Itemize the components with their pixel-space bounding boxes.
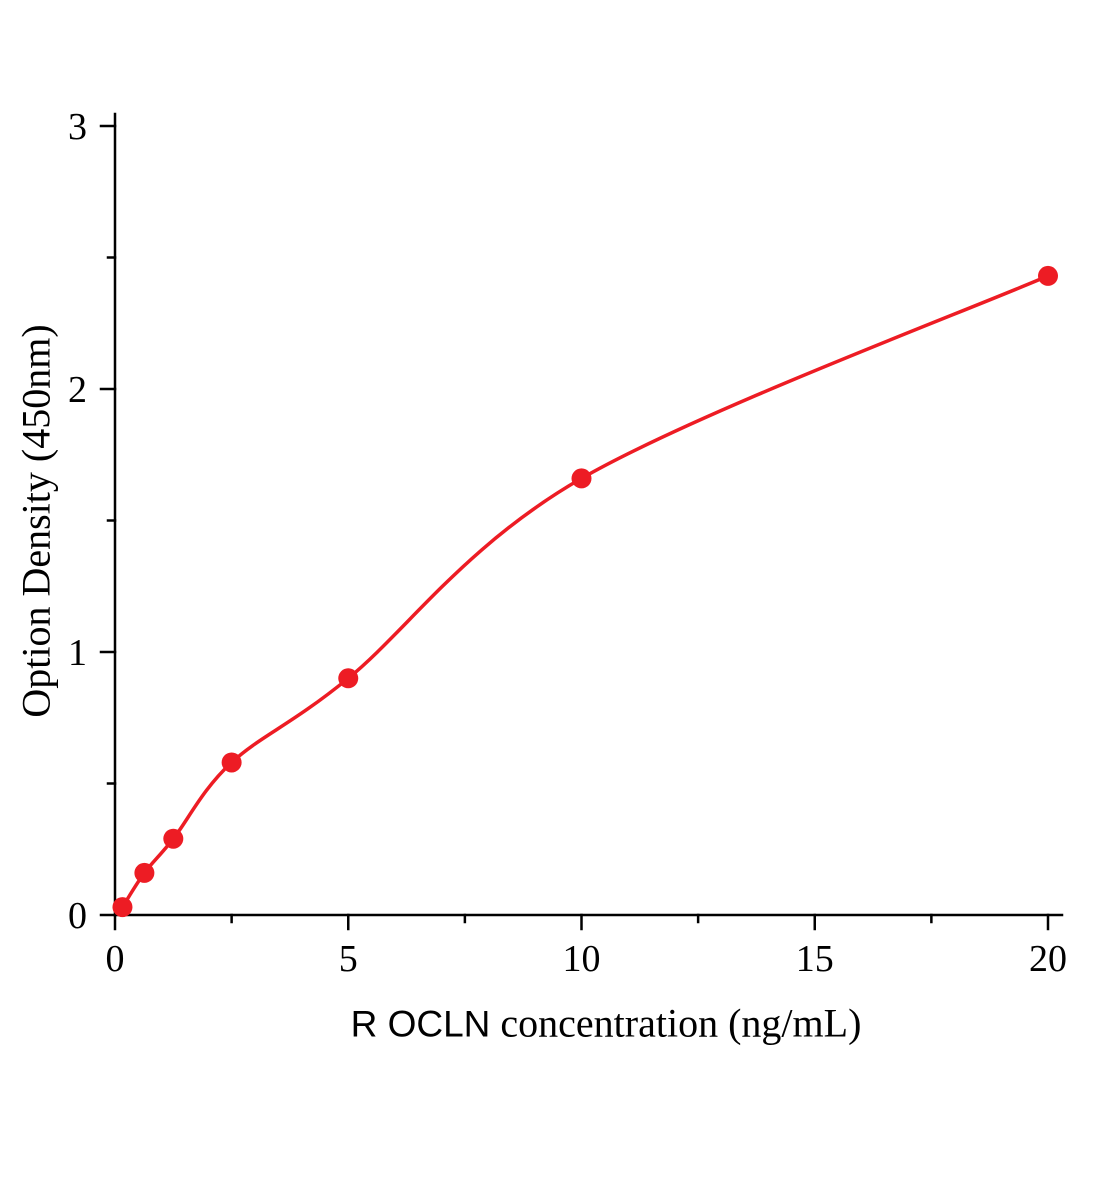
axes bbox=[99, 112, 1064, 931]
data-point bbox=[1038, 265, 1058, 286]
x-tick-label: 10 bbox=[563, 938, 601, 980]
data-point bbox=[134, 862, 155, 883]
data-point bbox=[571, 468, 592, 489]
x-axis-title: R OCLN concentration (ng/mL) bbox=[351, 1000, 862, 1047]
data-point bbox=[112, 897, 133, 918]
x-tick-label: 5 bbox=[339, 938, 358, 980]
x-axis-title-prefix: R OCLN bbox=[350, 1003, 491, 1045]
y-tick-label: 0 bbox=[68, 895, 87, 937]
data-points bbox=[112, 265, 1058, 918]
data-point bbox=[163, 828, 184, 849]
data-point bbox=[338, 668, 359, 689]
x-tick-label: 20 bbox=[1029, 938, 1067, 980]
data-point bbox=[221, 752, 242, 773]
y-tick-label: 1 bbox=[68, 632, 87, 674]
tick-labels: 0 5 10 15 20 0 1 2 3 bbox=[68, 106, 1067, 980]
x-tick-label: 0 bbox=[106, 938, 125, 980]
y-axis-title: Option Density (450nm) bbox=[13, 324, 59, 718]
x-tick-label: 15 bbox=[796, 938, 834, 980]
y-tick-label: 3 bbox=[68, 106, 87, 148]
fit-curve bbox=[120, 274, 1049, 909]
y-tick-label: 2 bbox=[68, 369, 87, 411]
x-axis-title-rest: concentration (ng/mL) bbox=[490, 1000, 862, 1046]
